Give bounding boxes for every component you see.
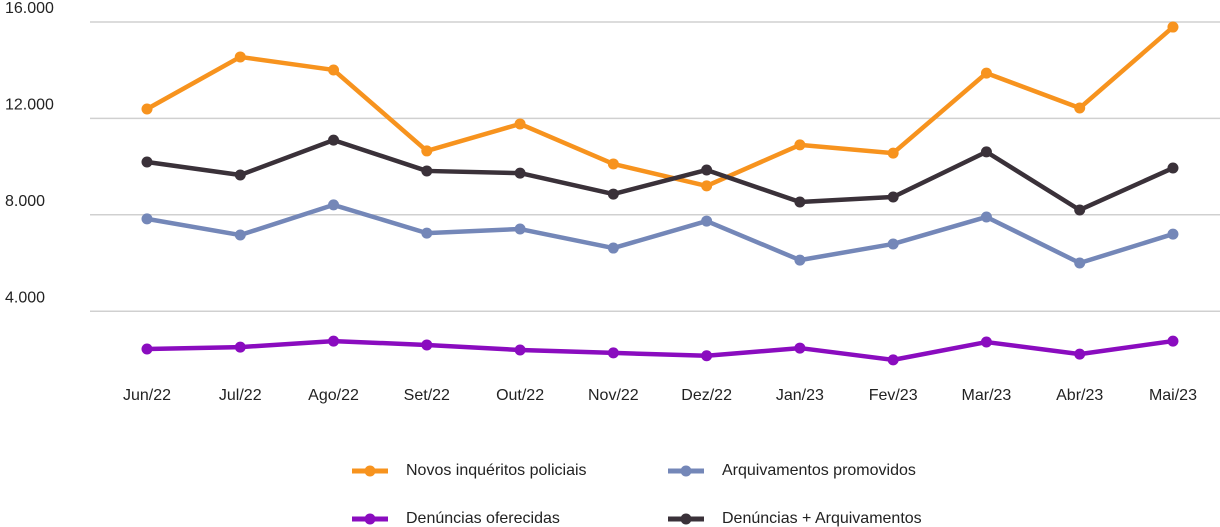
data-point bbox=[887, 354, 899, 366]
x-tick-label: Ago/22 bbox=[308, 387, 359, 404]
data-point bbox=[328, 335, 340, 347]
x-tick-label: Out/22 bbox=[496, 387, 544, 404]
y-tick-label: 12.000 bbox=[5, 97, 54, 114]
data-point bbox=[234, 229, 246, 241]
data-point bbox=[607, 188, 619, 200]
legend-swatch bbox=[680, 465, 692, 477]
data-point bbox=[701, 180, 713, 192]
series-line bbox=[146, 137, 1174, 213]
data-point bbox=[980, 67, 992, 79]
data-point bbox=[607, 158, 619, 170]
data-point bbox=[887, 147, 899, 159]
data-point bbox=[887, 238, 899, 250]
data-point bbox=[980, 146, 992, 158]
data-point bbox=[421, 339, 433, 351]
data-point bbox=[234, 341, 246, 353]
data-point bbox=[701, 164, 713, 176]
x-tick-label: Fev/23 bbox=[869, 387, 918, 404]
legend-swatch bbox=[364, 513, 376, 525]
data-point bbox=[887, 191, 899, 203]
data-point bbox=[328, 134, 340, 146]
data-point bbox=[514, 167, 526, 179]
x-tick-label: Jun/22 bbox=[123, 387, 171, 404]
data-point bbox=[234, 169, 246, 181]
legend-label: Denúncias + Arquivamentos bbox=[722, 510, 922, 527]
data-point bbox=[1167, 21, 1179, 33]
x-tick-label: Abr/23 bbox=[1056, 387, 1103, 404]
legend-swatch bbox=[364, 465, 376, 477]
data-point bbox=[141, 103, 153, 115]
data-point bbox=[141, 343, 153, 355]
series-line bbox=[146, 202, 1174, 266]
data-point bbox=[328, 199, 340, 211]
legend-label: Novos inquéritos policiais bbox=[406, 462, 587, 479]
data-point bbox=[607, 242, 619, 254]
data-point bbox=[701, 215, 713, 227]
legend-label: Denúncias oferecidas bbox=[406, 510, 560, 527]
data-point bbox=[234, 51, 246, 63]
data-point bbox=[1074, 204, 1086, 216]
data-point bbox=[794, 254, 806, 266]
data-point bbox=[980, 336, 992, 348]
data-point bbox=[421, 227, 433, 239]
y-tick-label: 16.000 bbox=[5, 0, 54, 17]
data-point bbox=[794, 196, 806, 208]
data-point bbox=[980, 211, 992, 223]
data-point bbox=[141, 213, 153, 225]
data-point bbox=[607, 347, 619, 359]
legend-label: Arquivamentos promovidos bbox=[722, 462, 916, 479]
data-point bbox=[794, 139, 806, 151]
data-point bbox=[1167, 162, 1179, 174]
data-point bbox=[328, 64, 340, 76]
y-tick-label: 4.000 bbox=[5, 289, 45, 306]
x-tick-label: Jul/22 bbox=[219, 387, 262, 404]
data-point bbox=[794, 342, 806, 354]
x-tick-label: Set/22 bbox=[404, 387, 450, 404]
x-tick-label: Mar/23 bbox=[962, 387, 1012, 404]
x-tick-label: Jan/23 bbox=[776, 387, 824, 404]
series-line bbox=[146, 338, 1174, 363]
data-point bbox=[141, 156, 153, 168]
data-point bbox=[1074, 102, 1086, 114]
data-point bbox=[1167, 335, 1179, 347]
data-point bbox=[701, 350, 713, 362]
data-point bbox=[1167, 228, 1179, 240]
x-tick-label: Dez/22 bbox=[681, 387, 732, 404]
data-point bbox=[1074, 257, 1086, 269]
data-point bbox=[514, 223, 526, 235]
data-point bbox=[421, 165, 433, 177]
legend-swatch bbox=[680, 513, 692, 525]
x-tick-label: Nov/22 bbox=[588, 387, 639, 404]
data-point bbox=[514, 118, 526, 130]
data-point bbox=[1074, 348, 1086, 360]
x-tick-label: Mai/23 bbox=[1149, 387, 1197, 404]
data-point bbox=[421, 145, 433, 157]
series-line bbox=[145, 25, 1175, 189]
y-tick-label: 8.000 bbox=[5, 193, 45, 210]
data-point bbox=[514, 344, 526, 356]
